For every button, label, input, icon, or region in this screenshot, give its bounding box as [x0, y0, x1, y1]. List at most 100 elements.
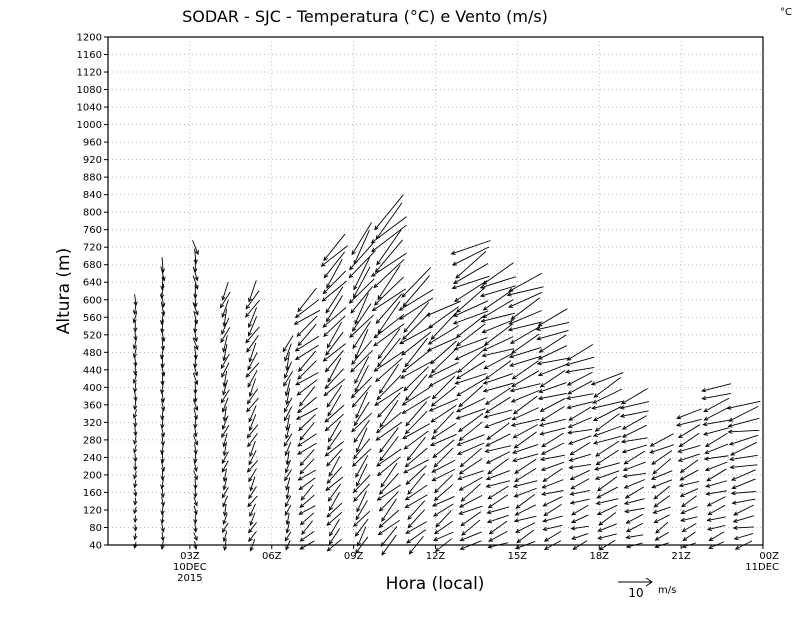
wind-arrow	[728, 405, 759, 422]
wind-arrow	[703, 397, 730, 413]
wind-arrow	[485, 480, 511, 488]
wind-arrow	[132, 373, 138, 385]
wind-arrow	[625, 534, 644, 540]
wind-arrow	[375, 202, 403, 240]
wind-arrow	[193, 514, 198, 525]
wind-arrow	[350, 349, 373, 373]
wind-arrow	[285, 414, 290, 431]
wind-arrow	[590, 372, 624, 386]
wind-arrow	[624, 507, 645, 514]
wind-arrow	[649, 444, 675, 454]
wind-arrow	[193, 381, 198, 395]
wind-arrow	[653, 514, 670, 524]
wind-arrow	[354, 365, 369, 393]
x-tick-label: 03Z	[180, 551, 200, 562]
wind-arrow	[571, 504, 589, 516]
wind-arrow	[133, 471, 138, 480]
wind-arrow	[566, 371, 593, 386]
wind-arrow	[400, 361, 432, 379]
wind-arrow	[679, 459, 699, 474]
y-tick-label: 560	[83, 313, 102, 324]
wind-arrow	[192, 275, 199, 290]
wind-arrow	[283, 433, 293, 448]
wind-arrow	[160, 452, 165, 464]
wind-arrow	[407, 500, 426, 521]
wind-arrow	[285, 352, 290, 371]
wind-arrow	[508, 291, 543, 308]
wind-arrow	[509, 355, 542, 367]
wind-arrow	[327, 429, 342, 451]
wind-arrow	[354, 292, 369, 325]
wind-arrow	[507, 321, 543, 332]
wind-arrow	[458, 505, 483, 515]
wind-arrow	[284, 423, 291, 440]
wind-arrow	[433, 411, 454, 434]
wind-arrow	[542, 524, 563, 532]
wind-arrow	[513, 515, 537, 523]
wind-arrow	[430, 340, 457, 365]
wind-arrow	[515, 493, 536, 509]
wind-arrow	[727, 429, 760, 434]
wind-arrow	[407, 472, 426, 495]
wind-arrow	[406, 529, 427, 544]
wind-arrow	[569, 489, 591, 496]
wind-arrow	[248, 530, 257, 543]
wind-arrow	[193, 496, 198, 507]
wind-arrow	[621, 415, 647, 430]
wind-arrow	[133, 506, 138, 515]
wind-arrow	[133, 497, 138, 506]
wind-arrow	[483, 353, 513, 370]
wind-arrow	[566, 401, 593, 410]
wind-arrow	[458, 494, 483, 508]
wind-arrow	[326, 466, 343, 484]
wind-arrow	[511, 333, 540, 354]
wind-arrow	[622, 472, 647, 479]
wind-arrow	[325, 331, 344, 356]
wind-arrow	[245, 326, 260, 344]
x-tick-label: 09Z	[344, 551, 364, 562]
wind-arrow	[221, 281, 229, 301]
wind-arrow	[295, 407, 318, 420]
wind-arrow	[371, 288, 406, 312]
wind-arrow	[246, 388, 259, 405]
wind-arrow	[565, 356, 595, 367]
wind-arrow	[353, 483, 370, 502]
wind-arrow	[428, 398, 458, 412]
wind-arrow	[570, 478, 590, 490]
wind-arrow	[510, 389, 540, 403]
wind-arrow	[432, 439, 455, 459]
wind-arrow	[193, 523, 198, 533]
wind-arrow	[349, 242, 375, 271]
wind-arrow	[451, 275, 490, 290]
wind-arrow	[160, 532, 165, 542]
wind-arrow	[221, 460, 229, 473]
wind-arrow	[247, 495, 258, 508]
wind-arrow	[221, 397, 229, 413]
wind-arrow	[133, 418, 138, 428]
wind-arrow	[404, 484, 428, 501]
wind-arrow	[284, 495, 292, 508]
wind-arrow	[298, 505, 316, 515]
wind-arrow	[354, 356, 370, 385]
wind-arrow	[352, 321, 371, 350]
wind-arrow	[354, 518, 369, 537]
wind-arrow	[484, 445, 512, 453]
wind-arrow	[220, 389, 230, 404]
y-tick-label: 920	[83, 155, 102, 166]
wind-arrow	[486, 514, 509, 524]
wind-arrow	[133, 488, 138, 498]
wind-arrow	[284, 469, 292, 482]
wind-arrow	[193, 408, 198, 421]
wind-arrow	[731, 498, 756, 505]
wind-arrow	[514, 458, 537, 474]
wind-arrow	[512, 480, 538, 488]
wind-arrow	[351, 222, 372, 256]
wind-arrow	[543, 503, 562, 517]
wind-arrow	[732, 515, 755, 523]
wind-arrow	[296, 315, 318, 337]
wind-arrow	[219, 291, 231, 309]
wind-arrow	[373, 276, 404, 306]
wind-arrow	[221, 424, 230, 438]
wind-arrow	[351, 340, 373, 366]
wind-arrow	[326, 321, 342, 349]
